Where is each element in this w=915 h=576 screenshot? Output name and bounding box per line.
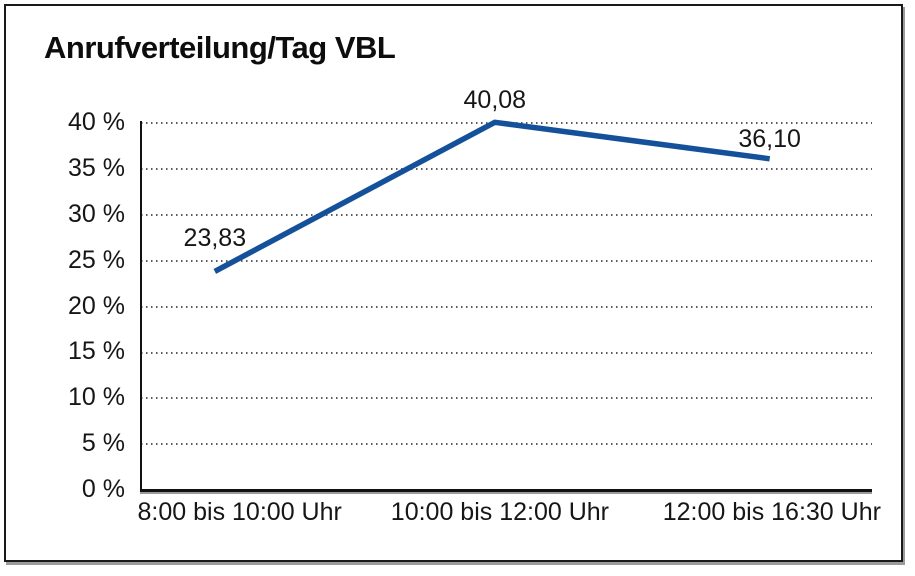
x-tick-label-1: 8:00 bis 10:00 Uhr [137, 498, 342, 526]
gridline-10-percent [141, 397, 872, 400]
gridline-30-percent [141, 213, 872, 216]
y-tick-label-0: 0 % [81, 475, 125, 503]
chart-frame-border: Anrufverteilung/Tag VBL [4, 4, 903, 562]
value-label-point-1: 23,83 [183, 224, 247, 253]
y-tick-label-30: 30 % [68, 199, 125, 228]
x-axis-shadow-line [139, 492, 872, 494]
y-tick-label-10: 10 % [68, 383, 125, 412]
value-label-point-3: 36,10 [738, 124, 801, 153]
gridline-35-percent [141, 168, 872, 171]
x-tick-label-3: 12:00 bis 16:30 Uhr [662, 498, 881, 526]
gridline-15-percent [141, 351, 872, 354]
gridline-20-percent [141, 305, 872, 308]
y-axis-line [139, 121, 142, 492]
y-tick-label-20: 20 % [68, 291, 125, 320]
chart-title: Anrufverteilung/Tag VBL [44, 30, 396, 65]
y-tick-label-5: 5 % [81, 429, 125, 458]
x-axis-line [139, 489, 872, 492]
gridline-25-percent [141, 259, 872, 262]
y-tick-label-15: 15 % [68, 337, 125, 366]
x-tick-label-2: 10:00 bis 12:00 Uhr [390, 498, 610, 526]
value-label-point-2: 40,08 [463, 86, 527, 115]
y-tick-label-35: 35 % [68, 153, 125, 182]
y-tick-label-25: 25 % [68, 245, 125, 274]
y-tick-label-40: 40 % [68, 108, 125, 136]
gridline-5-percent [141, 443, 872, 446]
call-distribution-line [213, 119, 771, 274]
